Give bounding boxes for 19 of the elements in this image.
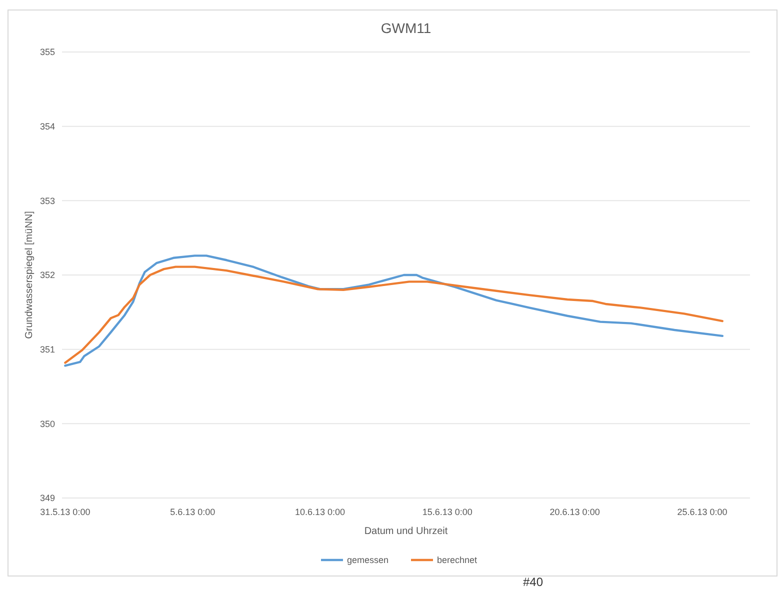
x-axis-title: Datum und Uhrzeit	[364, 526, 448, 537]
y-axis-title: Grundwasserspiegel [müNN]	[24, 210, 35, 339]
x-tick-label: 5.6.13 0:00	[170, 507, 216, 517]
legend-label: gemessen	[347, 555, 389, 566]
x-tick-label: 15.6.13 0:00	[422, 507, 472, 517]
chart-title: GWM11	[380, 20, 432, 36]
text: #40	[522, 575, 544, 589]
x-tick-label: 25.6.13 0:00	[677, 507, 728, 517]
x-tick-label: 10.6.13 0:00	[294, 507, 346, 517]
y-tick-label: 355	[40, 47, 56, 58]
y-tick-label: 351	[40, 344, 56, 354]
legend-label: berechnet	[437, 555, 478, 566]
y-tick-label: 350	[40, 418, 56, 429]
y-tick-label: 352	[40, 270, 56, 280]
x-tick-label: 20.6.13 0:00	[550, 507, 600, 517]
y-tick-label: 354	[40, 121, 56, 132]
y-tick-label: 349	[40, 493, 56, 504]
y-tick-label: 353	[40, 196, 56, 206]
x-tick-label: 31.5.13 0:00	[40, 507, 90, 517]
